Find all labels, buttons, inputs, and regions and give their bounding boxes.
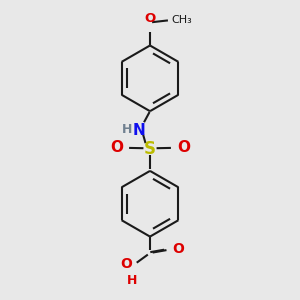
Text: N: N [133, 123, 145, 138]
Text: CH₃: CH₃ [172, 15, 192, 26]
Text: O: O [172, 242, 184, 256]
Text: O: O [110, 140, 123, 155]
Text: O: O [120, 257, 132, 271]
Text: O: O [177, 140, 190, 155]
Text: S: S [144, 140, 156, 158]
Text: H: H [122, 123, 132, 136]
Text: H: H [127, 274, 137, 287]
Text: O: O [144, 13, 156, 26]
